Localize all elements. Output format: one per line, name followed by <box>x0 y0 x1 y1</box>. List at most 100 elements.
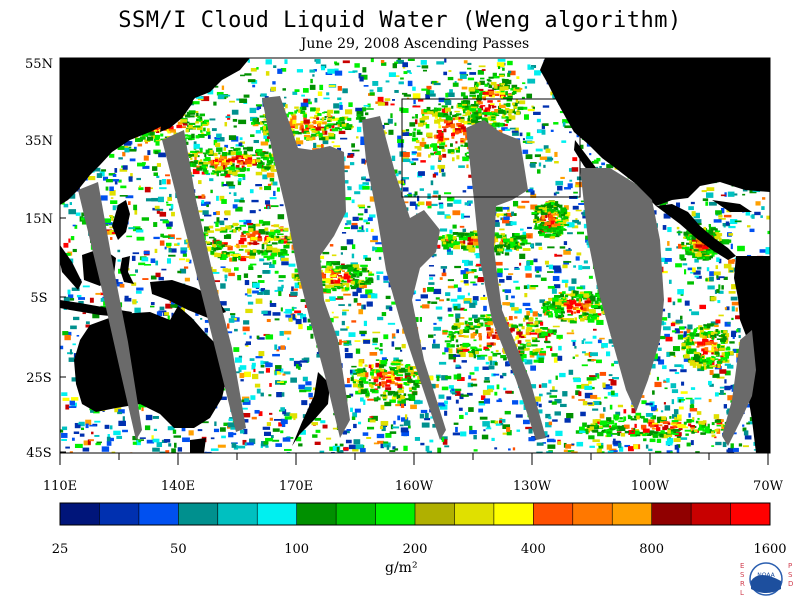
cloud-pixel <box>402 132 410 136</box>
cloud-pixel <box>416 152 422 157</box>
cloud-pixel <box>727 447 735 453</box>
cloud-pixel <box>512 200 519 207</box>
cloud-pixel <box>467 185 473 190</box>
cloud-pixel <box>517 329 521 334</box>
cloud-pixel <box>716 257 720 263</box>
cloud-pixel <box>358 184 364 190</box>
cloud-pixel <box>256 335 260 339</box>
cloud-pixel <box>145 414 153 421</box>
cloud-pixel <box>409 122 416 127</box>
cloud-pixel <box>220 396 227 401</box>
cloud-pixel <box>264 200 271 205</box>
cloud-pixel <box>569 131 572 134</box>
cloud-pixel <box>705 278 708 282</box>
cloud-pixel <box>271 242 278 245</box>
cloud-pixel <box>295 140 304 145</box>
cloud-pixel <box>415 299 421 302</box>
cloud-pixel <box>363 339 371 344</box>
cloud-pixel <box>335 298 344 300</box>
cloud-pixel <box>422 287 426 293</box>
cloud-pixel <box>539 351 547 356</box>
cloud-pixel <box>274 229 281 234</box>
cloud-pixel <box>322 139 329 145</box>
cloud-pixel <box>290 313 295 316</box>
cloud-pixel <box>227 422 235 428</box>
cloud-pixel <box>252 282 260 288</box>
cloud-pixel <box>419 316 423 322</box>
cloud-pixel <box>426 450 433 453</box>
cloud-pixel <box>415 203 420 207</box>
cloud-pixel <box>530 190 535 195</box>
cloud-pixel <box>280 382 286 385</box>
cloud-pixel <box>168 126 174 130</box>
cloud-pixel <box>382 442 391 448</box>
cloud-pixel <box>209 118 216 121</box>
cloud-pixel <box>588 381 592 385</box>
cloud-pixel <box>294 282 303 289</box>
cloud-pixel <box>521 96 525 99</box>
cloud-pixel <box>471 269 477 273</box>
cloud-pixel <box>263 431 271 436</box>
cloud-pixel <box>160 133 164 137</box>
cloud-pixel <box>238 163 246 165</box>
cloud-pixel <box>450 123 456 129</box>
cloud-pixel <box>216 244 224 249</box>
cloud-pixel <box>347 117 352 121</box>
cloud-pixel <box>440 436 448 441</box>
cloud-pixel <box>465 260 473 266</box>
cloud-pixel <box>344 384 352 388</box>
cloud-pixel <box>295 363 299 369</box>
cloud-pixel <box>473 435 477 440</box>
cloud-pixel <box>309 116 314 119</box>
cloud-pixel <box>238 173 246 178</box>
cloud-pixel <box>504 410 511 415</box>
cloud-pixel <box>280 430 284 434</box>
cloud-pixel <box>280 68 287 72</box>
cloud-pixel <box>568 369 574 375</box>
cloud-pixel <box>345 439 352 444</box>
cloud-pixel <box>348 444 357 450</box>
cloud-pixel <box>141 132 149 137</box>
cloud-pixel <box>562 264 568 269</box>
cloud-pixel <box>188 154 195 157</box>
cloud-pixel <box>696 275 702 279</box>
cloud-pixel <box>339 102 343 105</box>
cloud-pixel <box>333 316 339 319</box>
cloud-pixel <box>311 133 317 137</box>
cloud-pixel <box>358 359 364 363</box>
cloud-pixel <box>728 225 736 229</box>
cloud-pixel <box>267 136 272 139</box>
cloud-pixel <box>469 372 475 375</box>
cloud-pixel <box>153 138 156 143</box>
cloud-pixel <box>214 160 219 165</box>
cloud-pixel <box>204 153 207 158</box>
cloud-pixel <box>340 340 347 343</box>
cloud-pixel <box>242 230 246 234</box>
cloud-pixel <box>502 123 508 127</box>
cloud-pixel <box>266 163 271 166</box>
cloud-pixel <box>279 204 284 207</box>
cloud-pixel <box>68 406 77 409</box>
cloud-pixel <box>262 174 268 180</box>
cloud-pixel <box>530 193 537 198</box>
cloud-pixel <box>455 149 461 153</box>
cloud-pixel <box>216 217 220 223</box>
cloud-pixel <box>72 343 76 346</box>
cloud-pixel <box>474 366 479 372</box>
cloud-pixel <box>296 69 303 73</box>
cloud-pixel <box>455 317 460 323</box>
cloud-pixel <box>438 402 446 407</box>
cloud-pixel <box>268 394 272 397</box>
cloud-pixel <box>259 250 264 254</box>
cloud-pixel <box>655 450 662 453</box>
cloud-pixel <box>242 439 247 445</box>
cloud-pixel <box>472 314 478 319</box>
cloud-pixel <box>676 448 680 453</box>
cloud-pixel <box>401 177 410 180</box>
cloud-pixel <box>321 121 327 125</box>
cloud-pixel <box>165 450 170 453</box>
cloud-pixel <box>259 115 264 118</box>
cloud-pixel <box>527 108 535 112</box>
cloud-pixel <box>691 311 700 316</box>
cloud-pixel <box>513 280 519 283</box>
